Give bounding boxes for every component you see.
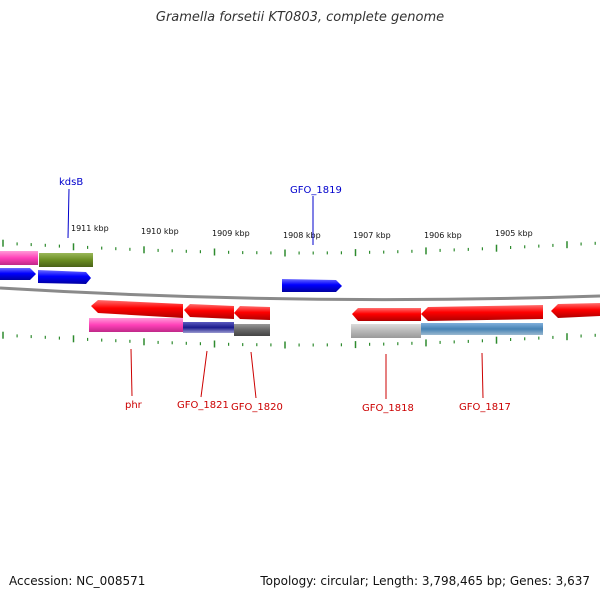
scale-label: 1911 kbp	[71, 224, 109, 233]
gene-labels: kdsB GFO_1819 phr GFO_1821 GFO_1820 GFO_…	[59, 177, 511, 414]
scale-label: 1909 kbp	[212, 229, 250, 238]
gene-feature[interactable]	[0, 251, 38, 265]
gene-label-GFO_1819[interactable]: GFO_1819	[290, 185, 342, 196]
gene-label-GFO_1817[interactable]: GFO_1817	[459, 402, 511, 413]
scale-ticks-top	[2, 239, 596, 257]
gene-label-phr[interactable]: phr	[125, 400, 143, 411]
gene-feature[interactable]	[39, 253, 93, 267]
scale-label: 1907 kbp	[353, 231, 391, 240]
gene-arrow[interactable]	[0, 268, 36, 280]
scale-labels: 1911 kbp 1910 kbp 1909 kbp 1908 kbp 1907…	[71, 224, 533, 240]
genome-summary-text: Topology: circular; Length: 3,798,465 bp…	[260, 574, 590, 588]
gene-arrow[interactable]	[421, 305, 543, 321]
scale-label: 1908 kbp	[283, 231, 321, 240]
leader-line	[130, 348, 133, 397]
gene-arrow[interactable]	[352, 308, 421, 321]
map-title: Gramella forsetii KT0803, complete genom…	[155, 10, 445, 25]
leader-line	[200, 350, 208, 398]
gene-label-kdsB[interactable]: kdsB	[59, 177, 83, 188]
scale-ticks-bottom	[2, 331, 596, 349]
forward-strand-features	[0, 251, 342, 292]
gene-arrow[interactable]	[38, 270, 91, 284]
accession-text: Accession: NC_008571	[9, 574, 146, 588]
gene-arrow[interactable]	[234, 306, 270, 320]
scale-label: 1905 kbp	[495, 229, 533, 238]
scale-label: 1906 kbp	[424, 231, 462, 240]
label-leaders	[67, 188, 484, 399]
leader-line	[481, 352, 484, 399]
gene-label-GFO_1818[interactable]: GFO_1818	[362, 403, 414, 414]
reverse-strand-features	[89, 300, 600, 338]
leader-line	[67, 188, 70, 239]
gene-arrow[interactable]	[551, 303, 600, 318]
gene-feature[interactable]	[234, 324, 270, 336]
gene-label-GFO_1821[interactable]: GFO_1821	[177, 400, 229, 411]
leader-line	[250, 351, 257, 399]
gene-feature[interactable]	[421, 323, 543, 335]
gene-feature[interactable]	[89, 318, 183, 332]
gene-feature[interactable]	[183, 322, 234, 333]
gene-feature[interactable]	[351, 324, 421, 338]
genome-backbone	[0, 286, 600, 302]
gene-arrow[interactable]	[282, 279, 342, 292]
gene-label-GFO_1820[interactable]: GFO_1820	[231, 402, 283, 413]
gene-arrow[interactable]	[184, 304, 234, 319]
gene-arrow[interactable]	[91, 300, 183, 318]
scale-label: 1910 kbp	[141, 227, 179, 236]
